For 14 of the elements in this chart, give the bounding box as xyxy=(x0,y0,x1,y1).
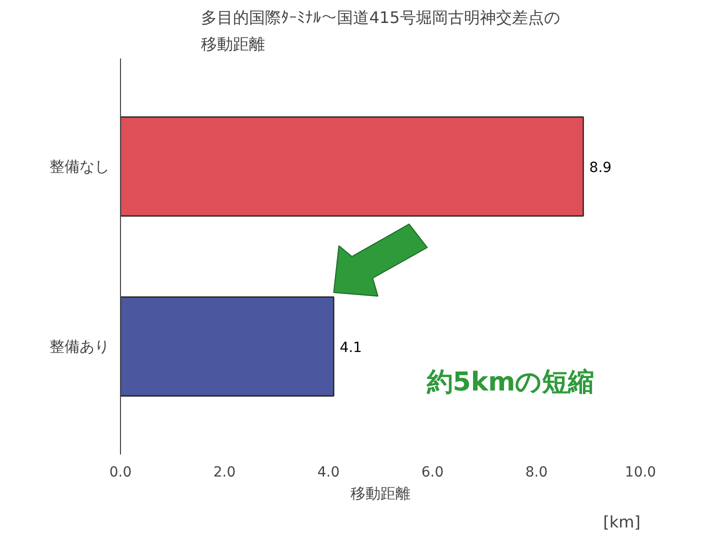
text: [km] xyxy=(603,512,641,532)
chart-title: 多目的国際ﾀｰﾐﾅﾙ～国道415号堀岡古明神交差点の移動距離 xyxy=(201,8,560,54)
data-label: 8.9 xyxy=(589,160,612,176)
annotation: 約5kmの短縮 xyxy=(426,368,594,398)
x-tick-label: 2.0 xyxy=(213,464,236,480)
x-tick-label: 6.0 xyxy=(421,464,444,480)
x-axis-title: 移動距離 xyxy=(350,484,410,502)
x-tick-label: 0.0 xyxy=(109,464,132,480)
x-tick-label: 4.0 xyxy=(317,464,340,480)
y-tick-label: 整備あり xyxy=(50,338,110,356)
y-tick-label: 整備なし xyxy=(50,158,110,176)
x-tick-label: 8.0 xyxy=(525,464,548,480)
x-tick-label: 10.0 xyxy=(624,464,656,480)
data-label: 4.1 xyxy=(340,340,362,356)
